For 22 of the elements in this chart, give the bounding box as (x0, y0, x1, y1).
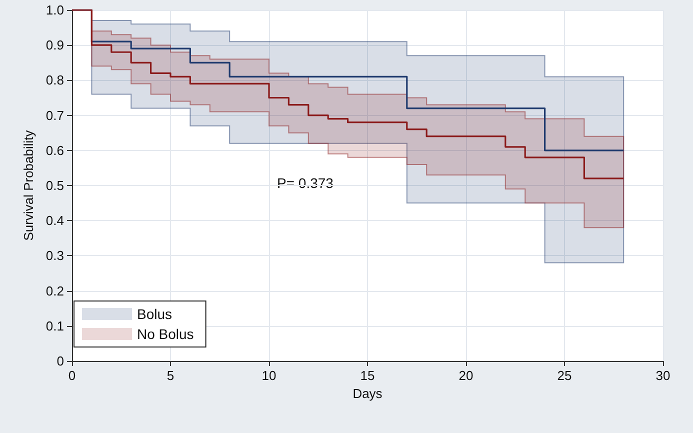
y-axis-title: Survival Probability (21, 130, 36, 241)
x-tick-label: 20 (458, 368, 474, 383)
x-tick-label: 10 (262, 368, 276, 383)
legend-label: Bolus (137, 306, 172, 322)
legend-label: No Bolus (137, 326, 194, 342)
y-tick-label: 0.8 (46, 72, 64, 88)
y-tick-label: 0.3 (46, 248, 64, 264)
x-tick-label: 15 (360, 368, 375, 383)
y-tick-label: 0.5 (46, 178, 64, 193)
x-tick-label: 0 (68, 368, 76, 383)
y-tick-label: 0.6 (46, 142, 64, 158)
y-tick-label: 0.7 (46, 108, 64, 123)
x-tick-label: 5 (166, 368, 174, 383)
y-tick-label: 0.4 (46, 213, 64, 228)
x-tick-label: 25 (557, 368, 572, 383)
y-tick-label: 1.0 (46, 2, 64, 18)
y-tick-label: 0 (56, 354, 64, 368)
y-tick-label: 0.2 (46, 283, 64, 298)
y-tick-label: 0.9 (46, 38, 64, 53)
y-tick-label: 0.1 (46, 318, 64, 334)
x-axis-title: Days (352, 386, 383, 401)
x-tick-label: 30 (656, 368, 670, 383)
